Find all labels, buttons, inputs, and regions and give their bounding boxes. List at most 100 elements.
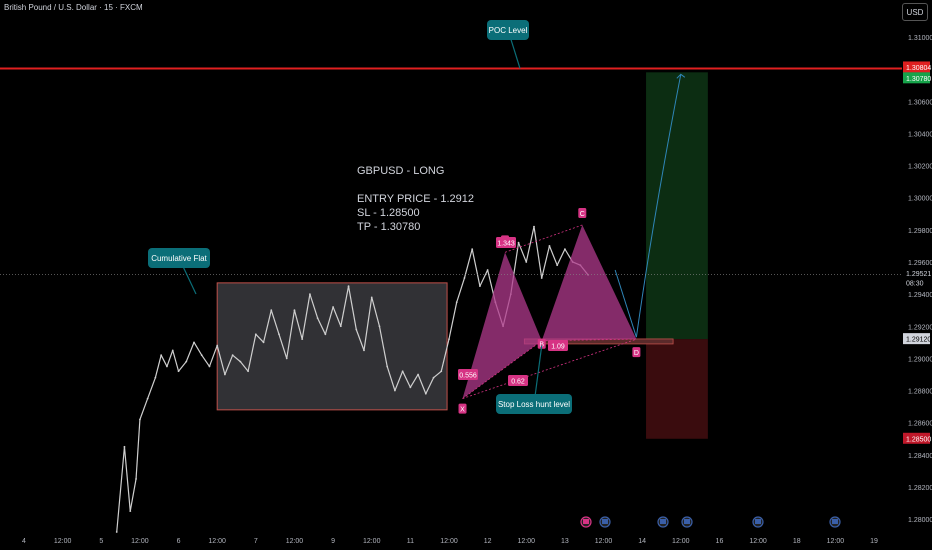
event-flag [602, 519, 608, 524]
price-segment [262, 310, 272, 343]
x-tick-label: 7 [254, 538, 258, 545]
price-segment [479, 269, 489, 287]
pattern-point-x-label: X [460, 407, 465, 414]
price-point [270, 309, 273, 312]
current-price-text: 1.29521 [906, 271, 931, 278]
price-segment [533, 226, 543, 279]
x-tick-label: 12:00 [672, 538, 690, 545]
price-segment [363, 297, 373, 351]
price-segment [270, 310, 280, 335]
price-point [455, 301, 458, 304]
price-segment [347, 285, 357, 330]
price-point [370, 296, 373, 299]
event-flag [684, 519, 690, 524]
price-point [525, 261, 528, 263]
price-segment [154, 355, 162, 378]
y-tick-label: 1.29400 [908, 292, 932, 299]
price-point [135, 478, 137, 480]
price-point [378, 325, 381, 328]
price-segment [409, 374, 419, 388]
price-segment [541, 245, 551, 279]
price-point [146, 397, 149, 400]
price-point [185, 360, 188, 363]
price-point [293, 309, 296, 312]
y-tick-label: 1.31000 [908, 35, 932, 42]
price-segment [548, 245, 558, 266]
entry-price-text: 1.29120 [906, 337, 931, 344]
sl-price-tag [903, 432, 930, 444]
price-point [417, 373, 419, 376]
price-segment [129, 478, 137, 512]
pattern-point-d-label: D [634, 350, 639, 357]
projection-arrowhead [676, 73, 686, 79]
price-segment [332, 306, 342, 327]
x-tick-label: 12:00 [131, 538, 149, 545]
price-segment [417, 374, 427, 394]
pattern-point-d-badge [632, 347, 641, 358]
price-point [471, 248, 474, 251]
price-point [231, 354, 234, 357]
x-tick-label: 4 [22, 538, 26, 545]
price-point [440, 370, 443, 373]
price-segment [448, 302, 458, 340]
poc-price-text: 1.30804 [906, 65, 931, 72]
x-tick-label: 12:00 [518, 538, 536, 545]
price-point [409, 386, 412, 389]
price-point [216, 344, 219, 347]
x-tick-label: 12 [484, 538, 492, 545]
price-point [394, 389, 396, 392]
price-point [339, 325, 342, 328]
currency-button[interactable]: USD [902, 3, 928, 21]
y-tick-label: 1.30000 [908, 196, 932, 203]
event-flag [583, 519, 589, 524]
event-flag [755, 519, 761, 524]
price-segment [317, 317, 326, 335]
pattern-ratio-bc-badge [508, 375, 528, 386]
stop-hunt-callout-text: Stop Loss hunt level [498, 400, 570, 409]
y-tick-label: 1.29000 [908, 356, 932, 363]
price-point [486, 269, 489, 271]
price-segment [517, 242, 527, 263]
price-segment [440, 338, 450, 372]
y-tick-label: 1.29600 [908, 260, 932, 267]
price-point [123, 445, 126, 448]
price-segment [471, 249, 481, 287]
price-point [200, 354, 203, 357]
price-point [556, 264, 559, 267]
x-tick-label: 12:00 [363, 538, 381, 545]
price-point [278, 333, 280, 336]
cumulative-flat-zone [216, 282, 448, 411]
price-segment [371, 297, 381, 327]
price-point [193, 341, 195, 344]
price-point [262, 341, 265, 344]
price-point [129, 510, 132, 513]
projection-up-line [635, 74, 682, 338]
projection-down-line [614, 269, 637, 338]
pattern-point-b-badge [537, 338, 546, 349]
take-profit-zone [646, 72, 708, 340]
y-tick-label: 1.28600 [908, 421, 932, 428]
pattern-ratio-ab-badge [496, 237, 516, 248]
price-segment [201, 354, 210, 367]
x-tick-label: 14 [638, 538, 646, 545]
poc-callout-bubble [487, 20, 529, 40]
price-point [517, 241, 520, 244]
sl-price-text: 1.28500 [906, 436, 931, 443]
price-point [548, 245, 551, 247]
x-tick-label: 12:00 [440, 538, 458, 545]
price-point [564, 248, 566, 251]
price-point [115, 531, 118, 533]
price-point [463, 277, 466, 279]
y-tick-label: 1.30200 [908, 164, 932, 171]
event-flag [660, 519, 666, 524]
price-segment [286, 310, 296, 359]
x-tick-label: 18 [793, 538, 801, 545]
price-segment [232, 354, 241, 363]
price-segment [116, 446, 126, 533]
price-segment [172, 350, 180, 372]
pattern-ratio-xa_b-label: 0.556 [459, 373, 477, 380]
price-point [254, 333, 257, 336]
price-point [301, 338, 304, 341]
price-point [448, 338, 450, 341]
